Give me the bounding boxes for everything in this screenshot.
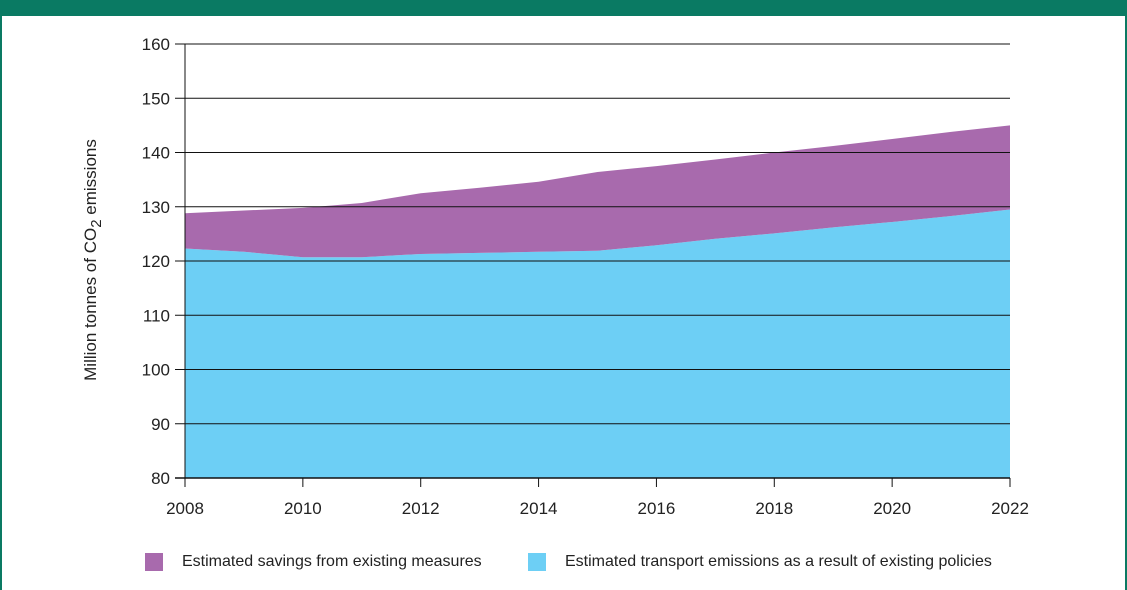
legend-swatch-savings — [145, 553, 163, 571]
area-estimated-savings — [185, 125, 1010, 258]
legend-label-savings: Estimated savings from existing measures — [182, 553, 482, 570]
header-bar — [2, 0, 1125, 16]
y-tick-label-130: 130 — [142, 198, 170, 217]
area-transport-emissions — [185, 209, 1010, 478]
x-tick-label-2008: 2008 — [166, 499, 204, 518]
legend-item-emissions: Estimated transport emissions as a resul… — [528, 553, 992, 571]
x-tick-label-2016: 2016 — [638, 499, 676, 518]
y-tick-labels: 80 90 100 110 120 130 140 150 160 — [142, 35, 170, 488]
y-axis-label-prefix: Million tonnes of CO — [81, 228, 100, 381]
x-tick-label-2012: 2012 — [402, 499, 440, 518]
y-tick-label-160: 160 — [142, 35, 170, 54]
legend-item-savings: Estimated savings from existing measures — [145, 553, 482, 571]
y-tick-label-110: 110 — [143, 306, 170, 325]
y-tick-label-120: 120 — [142, 252, 170, 271]
x-tick-label-2022: 2022 — [991, 499, 1029, 518]
x-tick-label-2020: 2020 — [873, 499, 911, 518]
x-tick-label-2014: 2014 — [520, 499, 558, 518]
y-axis-label-suffix: emissions — [81, 139, 100, 219]
y-tick-label-80: 80 — [151, 469, 170, 488]
y-tick-label-140: 140 — [142, 144, 170, 163]
y-axis-label: Million tonnes of CO2 emissions — [81, 139, 105, 381]
y-tick-label-150: 150 — [142, 89, 170, 108]
chart-areas — [185, 125, 1010, 478]
x-tick-label-2018: 2018 — [755, 499, 793, 518]
y-tick-label-90: 90 — [151, 415, 170, 434]
y-tick-label-100: 100 — [142, 361, 170, 380]
y-axis-label-subscript: 2 — [88, 219, 105, 227]
x-tick-labels: 2008 2010 2012 2014 2016 2018 2020 2022 — [166, 499, 1029, 518]
legend-swatch-emissions — [528, 553, 546, 571]
gridlines — [175, 43, 1010, 425]
x-tick-label-2010: 2010 — [284, 499, 322, 518]
legend-label-emissions: Estimated transport emissions as a resul… — [565, 553, 992, 570]
